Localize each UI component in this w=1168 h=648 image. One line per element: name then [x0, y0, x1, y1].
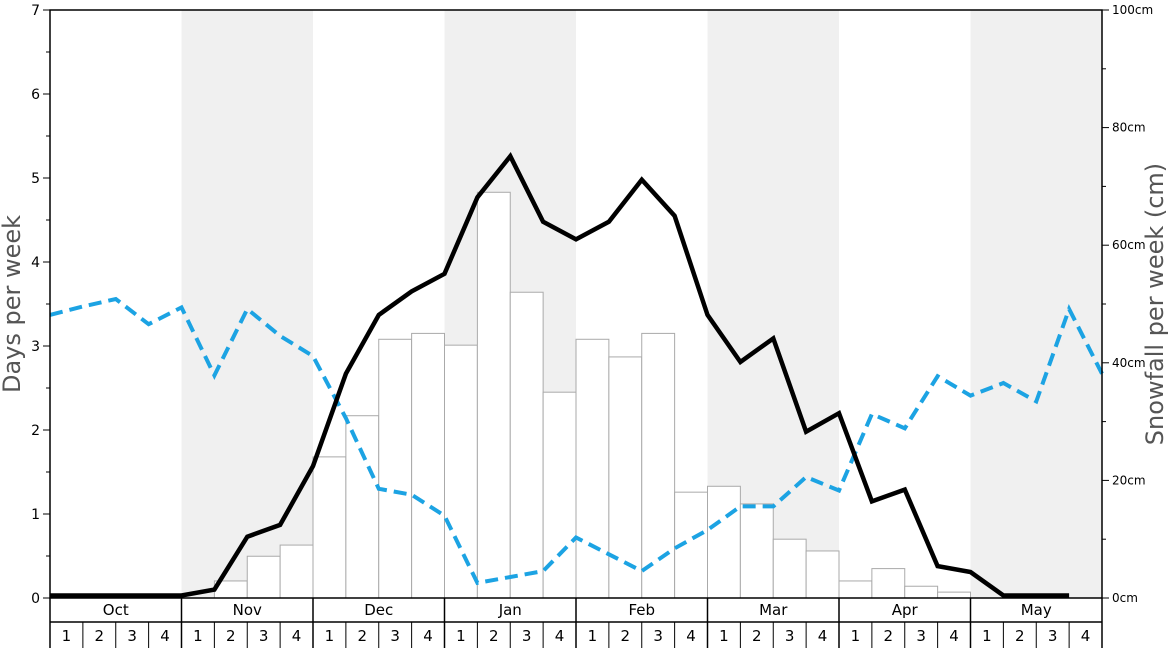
snowfall-bar	[345, 415, 380, 599]
snowfall-bar	[838, 580, 873, 599]
month-label: Nov	[233, 601, 262, 619]
x-axis-month-week: Oct 1 2 3 4 Nov 1 2 3 4 Dec 1 2 3 4 Jan 1 2 3 4 Feb 1 2 3 4 Mar 1 2…	[49, 598, 1103, 648]
week-label: 4	[686, 627, 696, 645]
snowfall-bar	[411, 332, 445, 599]
month-shade-band	[181, 10, 313, 598]
week-label: 4	[949, 627, 959, 645]
month-label: Oct	[103, 601, 129, 619]
snowfall-bar	[805, 550, 840, 599]
left-tick-label: 5	[31, 171, 40, 187]
snowfall-bar	[476, 191, 511, 599]
snowfall-bar	[509, 291, 544, 599]
week-label: 4	[818, 627, 828, 645]
week-label: 2	[95, 627, 105, 645]
week-label: 2	[226, 627, 236, 645]
month-label: May	[1021, 601, 1052, 619]
month-label: Jan	[498, 601, 522, 619]
left-tick-label: 1	[31, 507, 40, 523]
week-label: 3	[785, 627, 795, 645]
week-label: 3	[259, 627, 269, 645]
week-label: 2	[358, 627, 368, 645]
snow-days-line	[50, 152, 1070, 598]
dashed-series-line	[49, 296, 1104, 586]
snowfall-bar	[575, 338, 610, 599]
right-tick-label: 20cm	[1112, 473, 1146, 487]
week-label: 1	[193, 627, 203, 645]
snowfall-bars	[213, 191, 971, 599]
week-label: 4	[423, 627, 433, 645]
right-tick-label: 100cm	[1112, 3, 1153, 17]
snowfall-bar	[772, 538, 807, 599]
week-label: 3	[390, 627, 400, 645]
left-tick-label: 2	[31, 423, 40, 439]
week-label: 4	[555, 627, 565, 645]
week-label: 2	[884, 627, 894, 645]
right-y-axis: 0cm 20cm 40cm 60cm 80cm 100cm	[1102, 3, 1153, 605]
week-label: 1	[325, 627, 335, 645]
left-axis-title: Days per week	[0, 215, 26, 393]
right-tick-label: 40cm	[1112, 356, 1146, 370]
week-label: 1	[62, 627, 72, 645]
week-label: 2	[752, 627, 762, 645]
month-label: Apr	[892, 601, 919, 619]
snowfall-bar	[378, 338, 413, 599]
month-label: Feb	[628, 601, 655, 619]
week-label: 3	[522, 627, 532, 645]
week-label: 3	[1048, 627, 1058, 645]
week-label: 2	[621, 627, 631, 645]
month-shade-band	[970, 10, 1102, 598]
snowfall-bar	[246, 555, 281, 599]
snowfall-bar	[707, 485, 741, 599]
left-tick-label: 0	[31, 591, 40, 607]
week-label: 1	[719, 627, 729, 645]
week-label: 1	[851, 627, 861, 645]
right-tick-label: 60cm	[1112, 238, 1146, 252]
week-label: 2	[1015, 627, 1025, 645]
week-label: 3	[916, 627, 926, 645]
snowfall-bar	[279, 544, 314, 599]
week-label: 4	[160, 627, 170, 645]
snowfall-bar	[937, 591, 971, 599]
left-tick-label: 4	[31, 255, 40, 271]
left-tick-label: 7	[31, 3, 40, 19]
week-label: 4	[292, 627, 302, 645]
week-label: 3	[653, 627, 663, 645]
chart-lines	[49, 152, 1104, 598]
right-axis-title: Snowfall per week (cm)	[1141, 163, 1168, 445]
snowfall-bar	[444, 344, 478, 599]
week-label: 1	[456, 627, 466, 645]
week-label: 1	[588, 627, 598, 645]
snowfall-bar	[871, 568, 906, 599]
left-tick-label: 6	[31, 87, 40, 103]
snowfall-bar	[312, 456, 347, 599]
snowfall-bar	[904, 585, 939, 599]
right-tick-label: 0cm	[1112, 591, 1138, 605]
snowfall-bar	[739, 503, 774, 599]
week-label: 4	[1081, 627, 1091, 645]
month-label: Mar	[759, 601, 788, 619]
week-label: 1	[982, 627, 992, 645]
month-label: Dec	[364, 601, 393, 619]
left-y-axis: 0 1 2 3 4 5 6 7	[31, 3, 50, 607]
right-tick-label: 80cm	[1112, 121, 1146, 135]
week-label: 3	[127, 627, 137, 645]
left-tick-label: 3	[31, 339, 40, 355]
week-label: 2	[489, 627, 499, 645]
